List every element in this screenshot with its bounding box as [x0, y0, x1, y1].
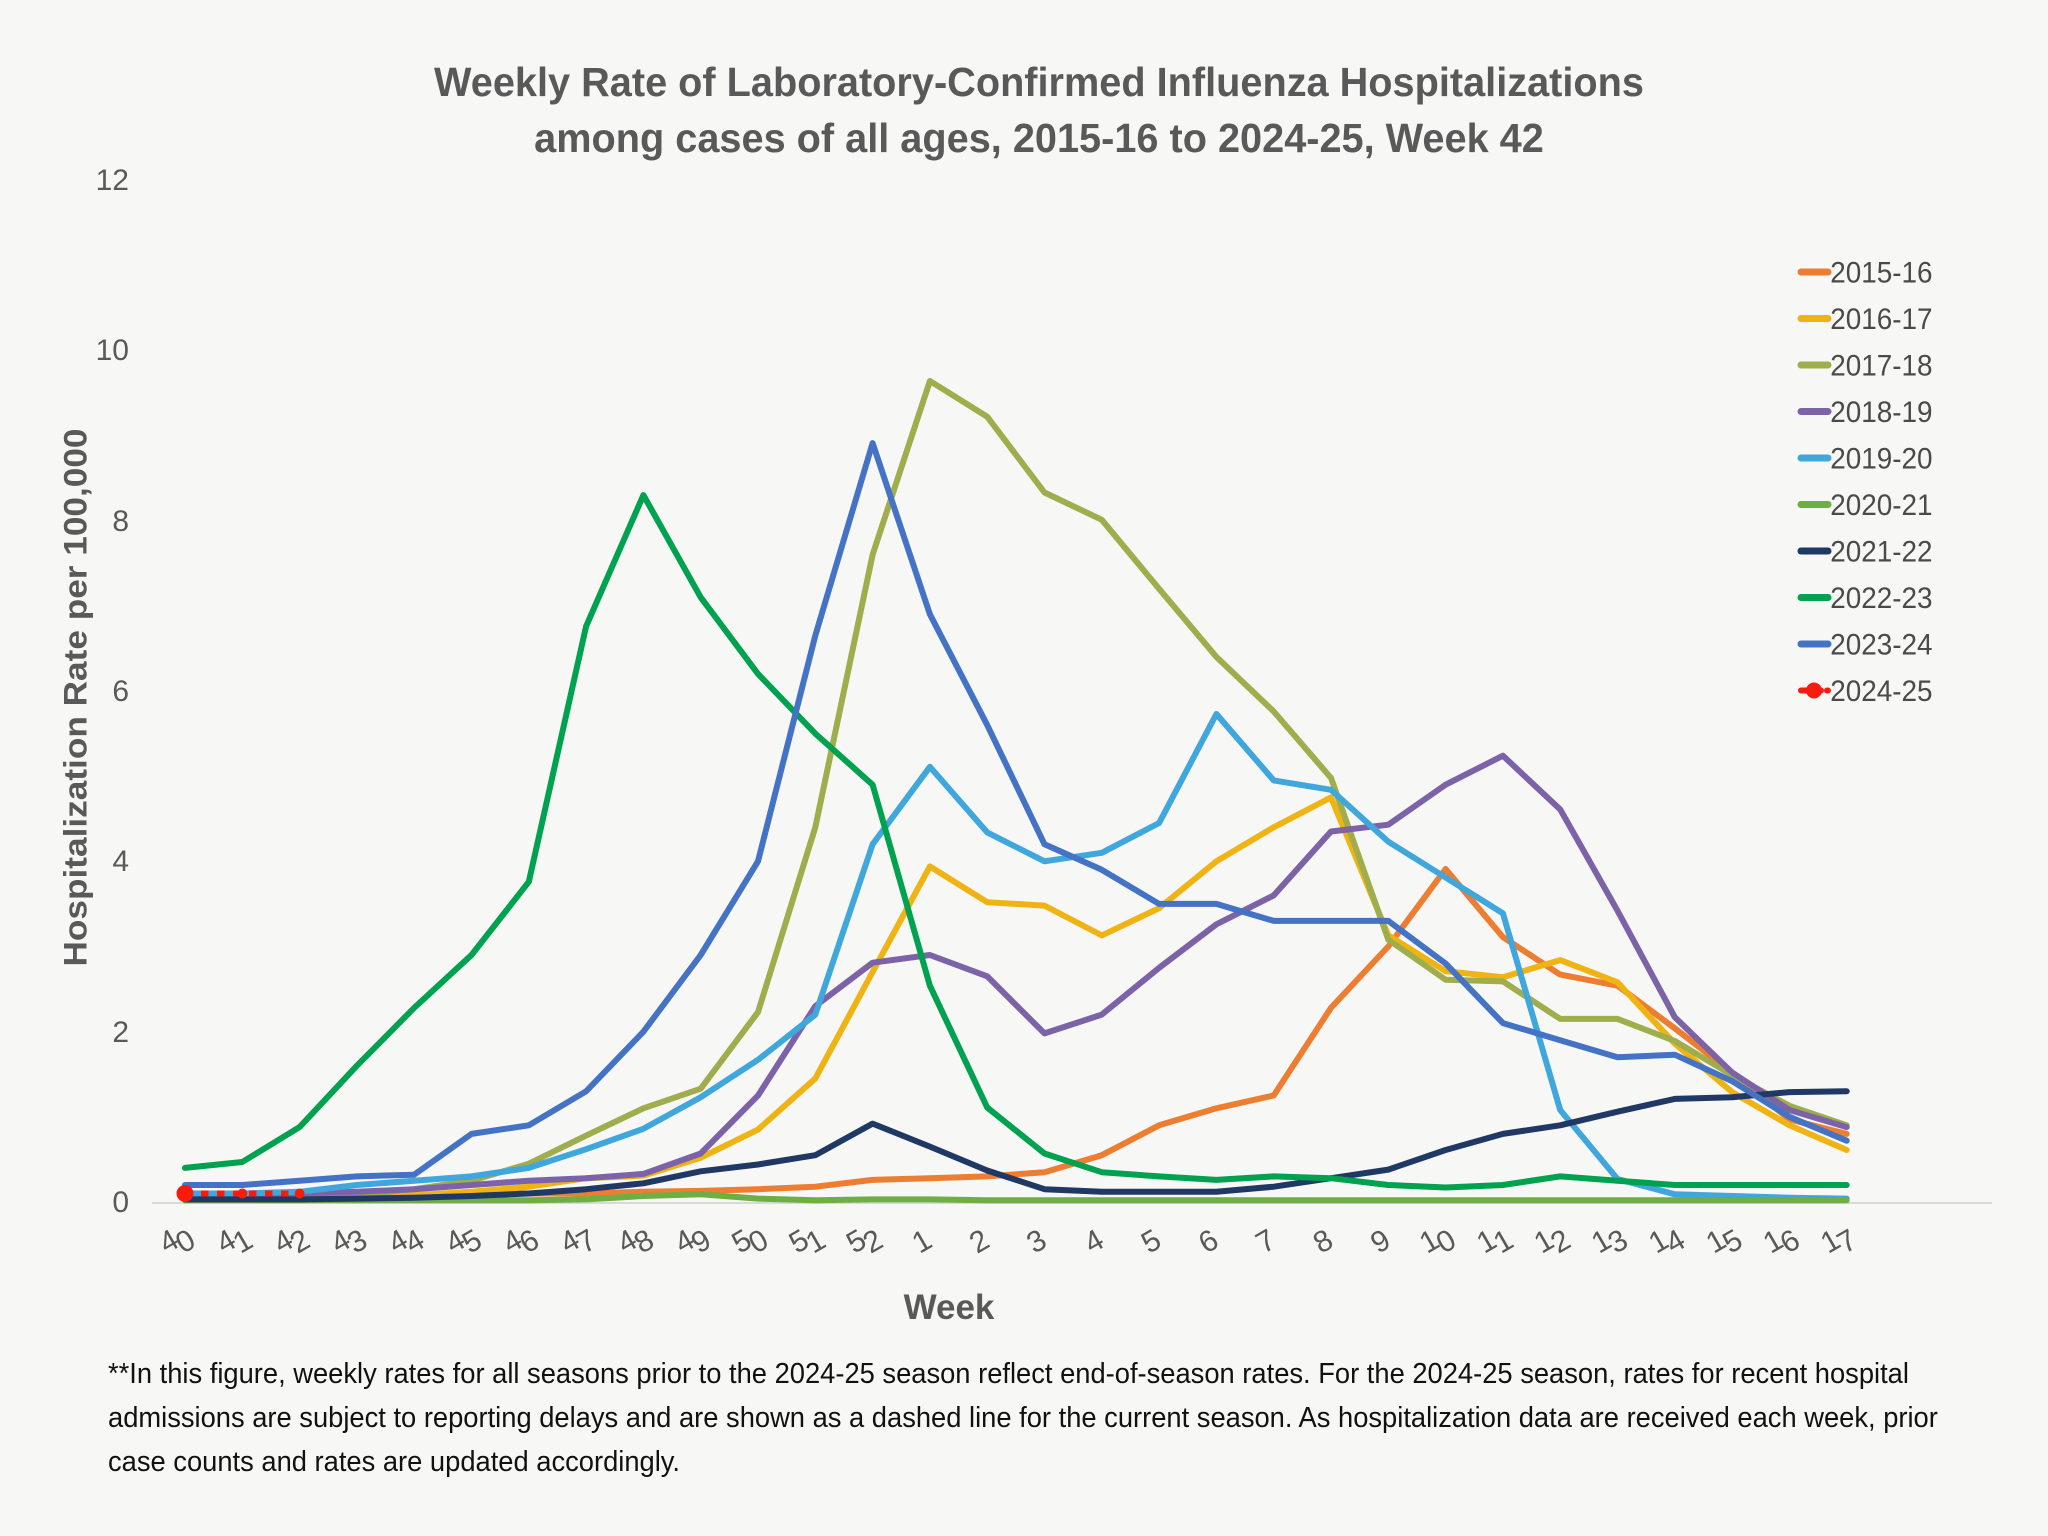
svg-text:2023-24: 2023-24 — [1830, 629, 1932, 662]
svg-text:2: 2 — [964, 1223, 995, 1260]
svg-text:2022-23: 2022-23 — [1830, 582, 1932, 615]
svg-text:12: 12 — [96, 164, 129, 197]
svg-text:4: 4 — [1079, 1223, 1110, 1260]
svg-text:2021-22: 2021-22 — [1830, 536, 1932, 569]
svg-text:8: 8 — [112, 505, 129, 538]
svg-text:2020-21: 2020-21 — [1830, 489, 1932, 522]
svg-text:7: 7 — [1250, 1223, 1281, 1260]
svg-text:3: 3 — [1021, 1223, 1052, 1260]
svg-text:6: 6 — [112, 675, 129, 708]
svg-text:2018-19: 2018-19 — [1830, 396, 1932, 429]
svg-text:2015-16: 2015-16 — [1830, 257, 1932, 290]
svg-text:4: 4 — [112, 845, 129, 878]
svg-text:2024-25: 2024-25 — [1830, 675, 1932, 708]
svg-text:6: 6 — [1193, 1223, 1224, 1260]
svg-text:5: 5 — [1136, 1223, 1167, 1260]
svg-text:9: 9 — [1365, 1223, 1396, 1260]
svg-text:10: 10 — [96, 334, 129, 367]
svg-text:2017-18: 2017-18 — [1830, 350, 1932, 383]
svg-text:2: 2 — [112, 1016, 129, 1049]
svg-text:8: 8 — [1308, 1223, 1339, 1260]
svg-text:2016-17: 2016-17 — [1830, 303, 1932, 336]
svg-text:2019-20: 2019-20 — [1830, 443, 1932, 476]
svg-text:0: 0 — [112, 1186, 129, 1219]
svg-text:1: 1 — [907, 1223, 938, 1260]
